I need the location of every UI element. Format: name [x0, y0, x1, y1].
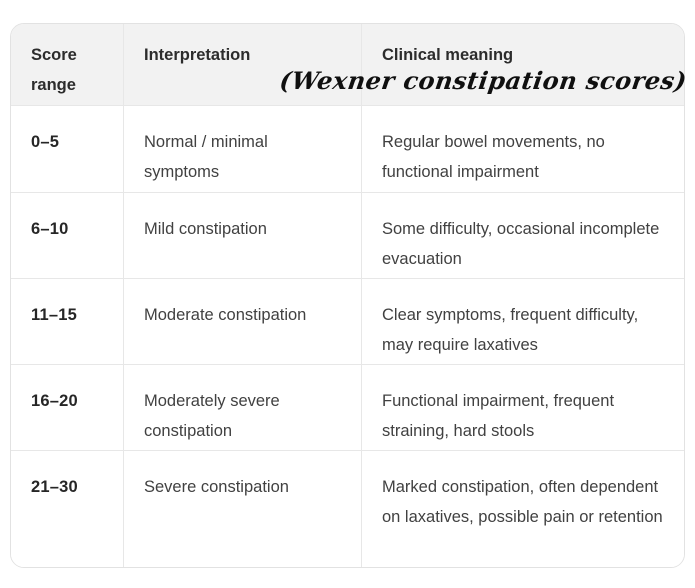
wexner-score-table: Score range Interpretation Clinical mean… — [10, 23, 685, 568]
table-row-5-score-range: 21–30 — [11, 451, 124, 567]
column-header-clinical-meaning: Clinical meaning — [362, 24, 684, 106]
table-row-3-clinical-meaning: Clear symptoms, frequent difficulty, may… — [362, 279, 684, 365]
table-row-4-interpretation: Moderately severe constipation — [124, 365, 362, 451]
column-header-score-range: Score range — [11, 24, 124, 106]
table-row-3-score-range: 11–15 — [11, 279, 124, 365]
table-row-4-score-range: 16–20 — [11, 365, 124, 451]
column-header-interpretation: Interpretation — [124, 24, 362, 106]
table-row-1-score-range: 0–5 — [11, 106, 124, 193]
table-row-5-interpretation: Severe constipation — [124, 451, 362, 567]
table-row-2-interpretation: Mild constipation — [124, 193, 362, 279]
table-row-1-clinical-meaning: Regular bowel movements, no functional i… — [362, 106, 684, 193]
table-row-3-interpretation: Moderate constipation — [124, 279, 362, 365]
table-row-1-interpretation: Normal / minimal symptoms — [124, 106, 362, 193]
table-row-2-score-range: 6–10 — [11, 193, 124, 279]
table-row-5-clinical-meaning: Marked constipation, often dependent on … — [362, 451, 684, 567]
table-row-2-clinical-meaning: Some difficulty, occasional incomplete e… — [362, 193, 684, 279]
handwritten-annotation: (Wexner constipation scores) — [278, 66, 690, 95]
table-row-4-clinical-meaning: Functional impairment, frequent strainin… — [362, 365, 684, 451]
